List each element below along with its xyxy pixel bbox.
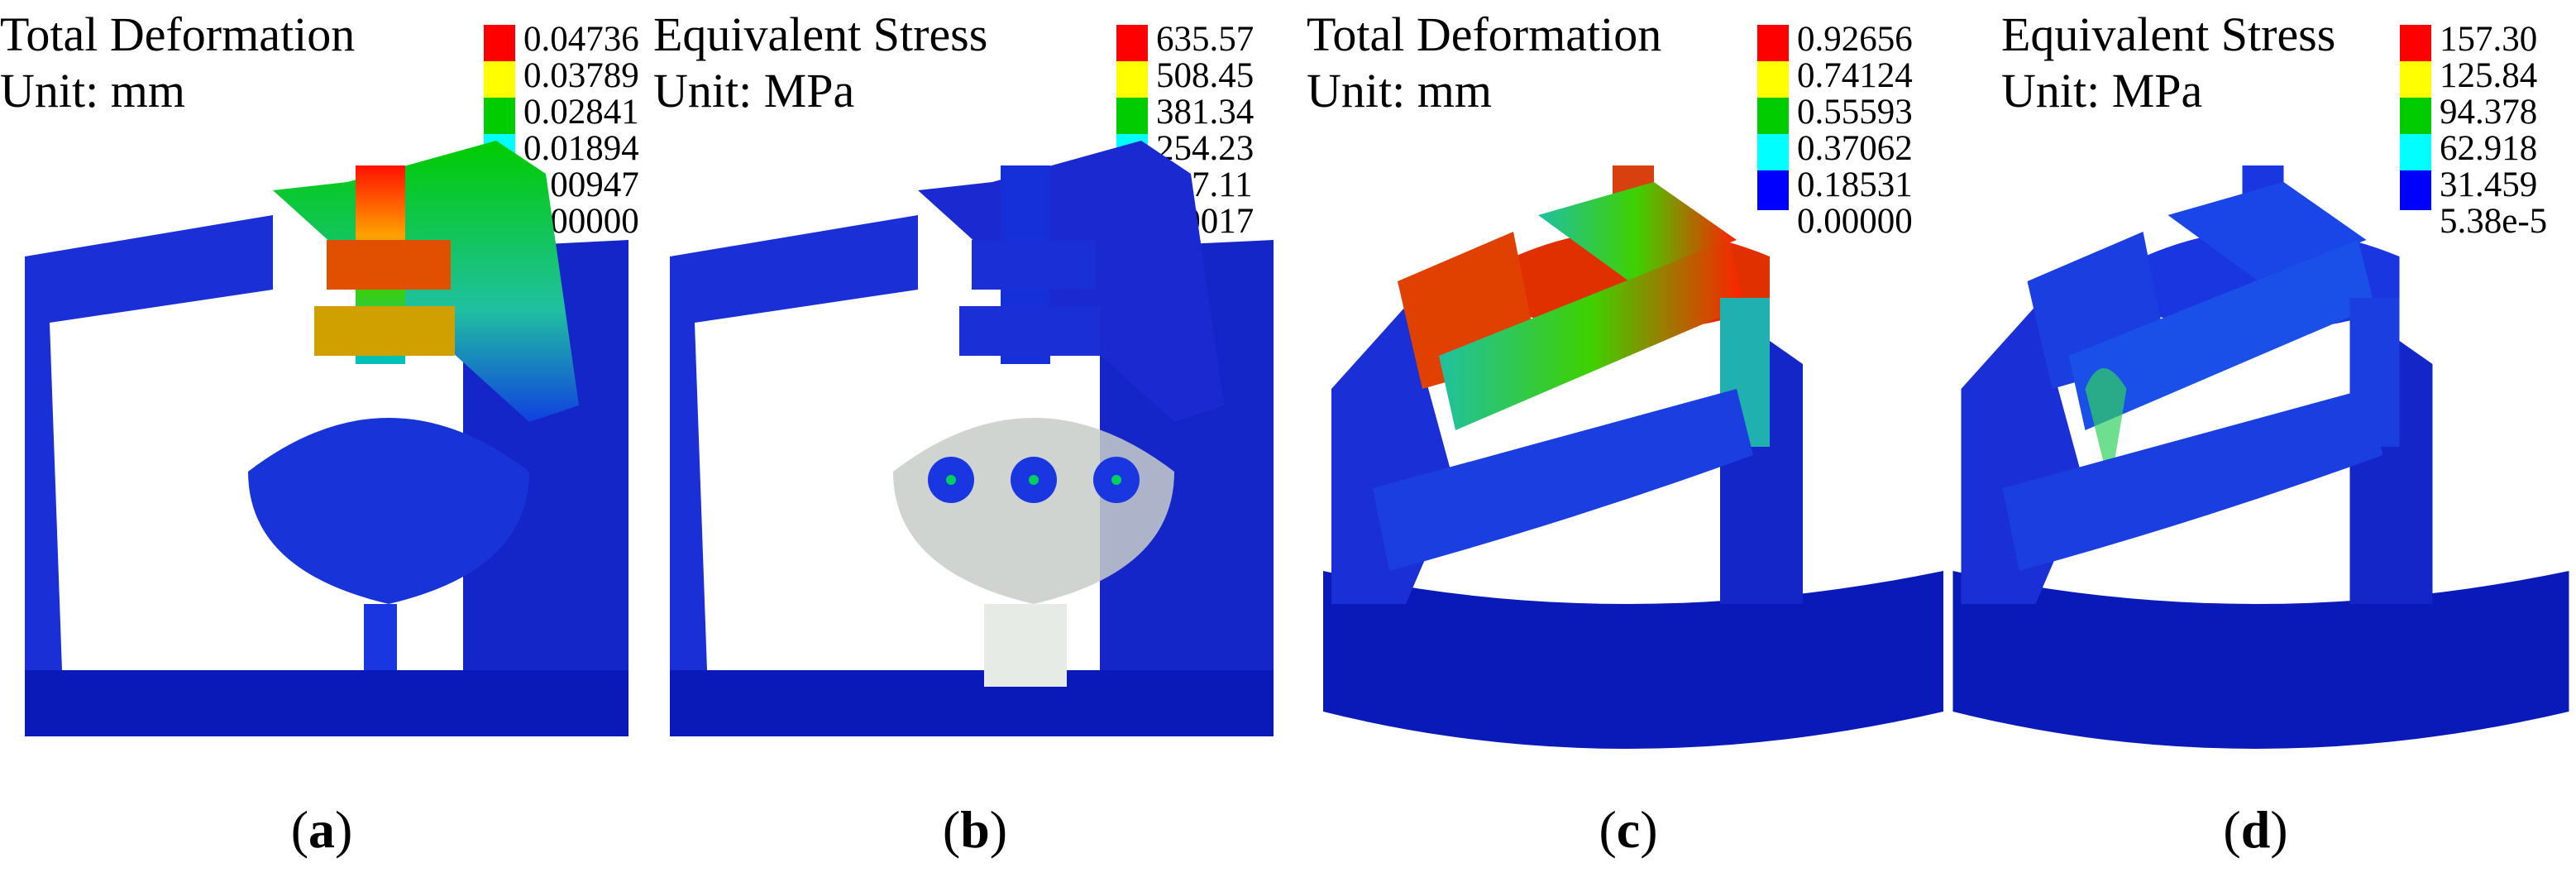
panel-unit: Unit: mm	[0, 64, 185, 117]
legend-swatch-red	[1757, 25, 1789, 65]
caption-letter: c	[1616, 800, 1641, 859]
caption-letter: d	[2240, 800, 2271, 859]
legend-value: 0.92656	[1797, 20, 1913, 59]
legend-value: 0.55593	[1797, 93, 1913, 132]
legend-value: 0.01894	[523, 129, 639, 168]
legend-swatch-red	[2400, 25, 2431, 65]
caption-letter: b	[960, 800, 990, 859]
legend-value: 62.918	[2440, 129, 2538, 168]
legend-value: 0.18531	[1797, 165, 1913, 204]
panel-a: Total Deformation Unit: mm 0.04736 0.037…	[0, 0, 643, 882]
panel-c: Total Deformation Unit: mm 0.92656 0.741…	[1307, 0, 1950, 882]
legend-value: 125.84	[2440, 56, 2538, 95]
legend-value: 31.459	[2440, 165, 2538, 204]
legend-swatch-red	[484, 25, 515, 65]
legend-swatch-red	[1116, 25, 1148, 65]
panel-d: Equivalent Stress Unit: MPa 157.30 125.8…	[1935, 0, 2576, 882]
legend-value: 0.03789	[523, 56, 639, 95]
caption: (d)	[2223, 800, 2288, 859]
fea-model-deformation	[25, 141, 628, 736]
caption: (c)	[1599, 800, 1658, 859]
fea-model-stress	[670, 141, 1274, 736]
panel-unit: Unit: MPa	[653, 64, 855, 117]
legend-value: 508.45	[1156, 56, 1255, 95]
legend-swatch-blue	[1757, 170, 1789, 210]
legend-swatch-green	[1116, 98, 1148, 137]
legend-value: 254.23	[1156, 129, 1255, 168]
fea-model-stress	[1952, 165, 2569, 749]
legend-swatch-yellow	[1116, 61, 1148, 101]
legend-swatch-yellow	[484, 61, 515, 101]
legend-value: 94.378	[2440, 93, 2538, 132]
panel-unit: Unit: MPa	[2001, 64, 2203, 117]
legend-swatch-green	[1757, 98, 1789, 137]
legend-value: 0.02841	[523, 93, 639, 132]
caption: (a)	[290, 800, 353, 859]
legend-swatch-yellow	[2400, 61, 2431, 101]
panel-title: Total Deformation	[0, 7, 356, 61]
panel-title: Total Deformation	[1307, 7, 1662, 61]
legend-swatch-cyan	[2400, 134, 2431, 174]
caption-letter: a	[308, 800, 335, 859]
legend-value: 0.37062	[1797, 129, 1913, 168]
legend-value: 0.04736	[523, 20, 639, 59]
legend-swatch-cyan	[1757, 134, 1789, 174]
fea-model-deformation	[1323, 165, 1943, 749]
panel-b: Equivalent Stress Unit: MPa 635.57 508.4…	[653, 0, 1297, 882]
panel-unit: Unit: mm	[1307, 64, 1492, 117]
legend-value: 0.74124	[1797, 56, 1913, 95]
legend-swatch-blue	[2400, 170, 2431, 210]
panel-title: Equivalent Stress	[2001, 7, 2336, 61]
legend-value: 635.57	[1156, 20, 1255, 59]
legend-value: 0.00000	[1797, 202, 1913, 241]
legend-value: 5.38e-5	[2440, 202, 2548, 241]
legend-swatch-yellow	[1757, 61, 1789, 101]
legend-swatch-green	[2400, 98, 2431, 137]
legend-value: 157.30	[2440, 20, 2538, 59]
legend-value: 381.34	[1156, 93, 1255, 132]
legend-swatch-green	[484, 98, 515, 137]
caption: (b)	[942, 800, 1008, 859]
panel-title: Equivalent Stress	[653, 7, 988, 61]
